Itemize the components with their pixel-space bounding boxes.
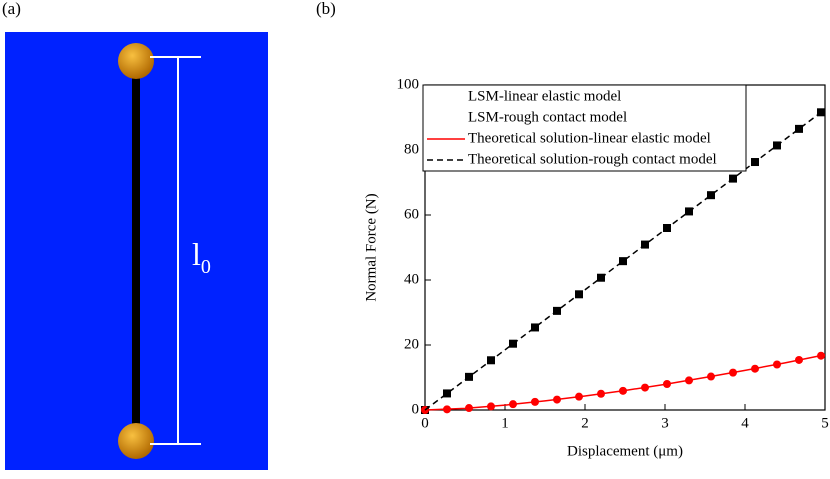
legend-box: [422, 84, 747, 172]
diagram: l0: [5, 32, 268, 470]
x-tick-label: 1: [501, 415, 509, 431]
x-tick-label: 5: [821, 415, 829, 431]
data-point: [531, 323, 539, 332]
legend-label: Theoretical solution-rough contact model: [468, 151, 717, 167]
data-point: [619, 257, 627, 266]
y-tick-label: 60: [404, 206, 419, 222]
y-tick-label: 0: [412, 401, 420, 417]
theory-line: [424, 108, 826, 411]
particle: [118, 43, 154, 79]
x-tick-label: 2: [581, 415, 589, 431]
x-tick-label: 4: [741, 415, 749, 431]
x-tick-label: 3: [661, 415, 669, 431]
y-tick-label: 40: [404, 271, 419, 287]
data-point: [443, 389, 451, 398]
y-tick-label: 100: [397, 76, 420, 92]
x-axis-label: Displacement (μm): [567, 443, 683, 459]
length-subscript: 0: [201, 256, 211, 278]
panel-label: (a): [2, 0, 21, 18]
data-point: [707, 191, 715, 200]
x-tick-label: 0: [421, 415, 429, 431]
data-point: [795, 124, 803, 133]
theory-line: [424, 354, 826, 411]
length-label: l0: [192, 236, 211, 277]
legend-label: LSM-rough contact model: [468, 109, 627, 125]
length-symbol: l: [192, 236, 201, 272]
legend-label: Theoretical solution-linear elastic mode…: [468, 130, 711, 146]
y-tick-label: 20: [404, 336, 419, 352]
y-axis-label: Normal Force (N): [363, 193, 379, 301]
chart: 0 1 2 3 4 5 0 20 40 60 80 100 Displacement (μm) Norma…: [363, 76, 828, 459]
legend: LSM-linear elastic model LSM-rough contac…: [422, 84, 747, 172]
particle: [118, 423, 154, 459]
dimension-bracket: [150, 56, 201, 445]
panel-label: (b): [316, 0, 336, 18]
legend-label: LSM-linear elastic model: [468, 88, 621, 104]
y-tick-label: 80: [404, 141, 419, 157]
